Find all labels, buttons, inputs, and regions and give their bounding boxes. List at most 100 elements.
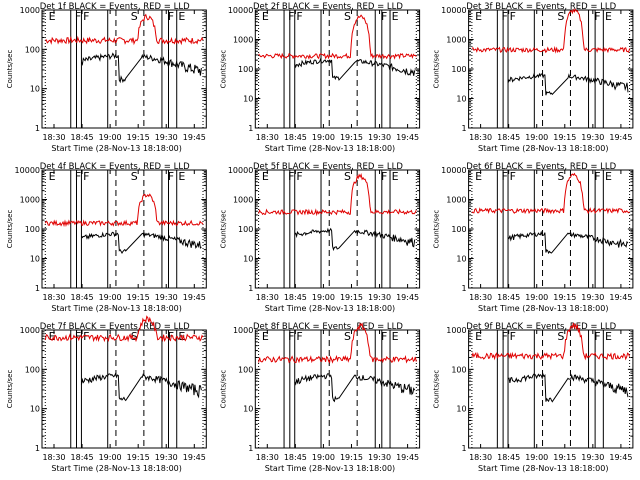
chart4-marker-S: S	[131, 170, 138, 183]
chart1-marker-E: E	[49, 10, 56, 23]
chart8-marker-F: F	[296, 330, 302, 343]
chart6-xtick-label: 19:30	[581, 293, 604, 302]
chart7-title: Det 7f BLACK = Events, RED = LLD	[40, 322, 190, 332]
chart2-ytick-label: 1	[248, 124, 253, 133]
chart4-xtick-label: 19:45	[183, 293, 206, 302]
chart7-ytick-label: 100	[25, 365, 40, 374]
chart4-xtick-label: 19:30	[155, 293, 178, 302]
chart9-xtick-label: 18:45	[497, 453, 520, 462]
chart1-ytick-label: 1000	[20, 6, 40, 15]
chart7-xtick-label: 19:15	[127, 453, 150, 462]
chart5-marker-E: E	[262, 170, 269, 183]
chart2-marker-S: S	[344, 10, 351, 23]
chart1-marker-E: E	[178, 10, 185, 23]
chart5-title: Det 5f BLACK = Events, RED = LLD	[253, 162, 403, 172]
chart8-marker-E: E	[392, 330, 399, 343]
chart7-ytick-label: 10	[30, 405, 40, 414]
chart1-frame	[41, 9, 207, 129]
chart7-marker-E: E	[49, 330, 56, 343]
chart6-frame	[468, 169, 634, 289]
chart2-xtick-label: 19:15	[340, 133, 363, 142]
chart1-title: Det 1f BLACK = Events, RED = LLD	[40, 2, 190, 12]
chart8-xtick-label: 18:45	[284, 453, 307, 462]
chart8-ylabel: Counts/sec	[219, 370, 227, 409]
chart9-series-lld	[471, 322, 631, 361]
chart7-frame	[41, 329, 207, 449]
chart9-ytick-label: 10	[456, 405, 466, 414]
chart1-ylabel: Counts/sec	[6, 50, 14, 89]
chart2-xtick-label: 18:30	[256, 133, 279, 142]
chart7-ylabel: Counts/sec	[6, 370, 14, 409]
chart6-xlabel: Start Time (28-Nov-13 18:18:00)	[478, 304, 608, 313]
chart6-xtick-label: 19:45	[609, 293, 632, 302]
chart3-xtick-label: 19:15	[553, 133, 576, 142]
chart2-ytick-label: 10000	[228, 6, 253, 15]
chart8-series-events	[294, 372, 416, 403]
chart8-marker-F: F	[381, 330, 387, 343]
chart3-ytick-label: 10	[456, 95, 466, 104]
chart9-xtick-label: 18:30	[469, 453, 492, 462]
chart6-marker-E: E	[605, 170, 612, 183]
chart6-marker-F: F	[501, 170, 507, 183]
chart3-ytick-label: 10000	[441, 6, 466, 15]
chart6-ytick-label: 10000	[441, 166, 466, 175]
chart9-xtick-label: 19:00	[525, 453, 548, 462]
chart9-ytick-label: 100	[451, 365, 466, 374]
chart9-series-events	[507, 372, 629, 403]
chart3-xtick-label: 18:30	[469, 133, 492, 142]
chart2-xtick-label: 19:30	[368, 133, 391, 142]
chart2-ytick-label: 1000	[233, 36, 253, 45]
chart4-marker-E: E	[49, 170, 56, 183]
chart4-frame	[41, 169, 207, 289]
chart9-frame	[468, 329, 634, 449]
chart1-xtick-label: 18:45	[71, 133, 94, 142]
chart2-xtick-label: 19:00	[312, 133, 335, 142]
chart6-xtick-label: 19:15	[553, 293, 576, 302]
chart3-series-lld	[471, 8, 631, 54]
chart3-frame	[468, 9, 634, 129]
chart1-marker-S: S	[131, 10, 138, 23]
chart6-series-lld	[471, 172, 630, 215]
chart1-marker-F: F	[83, 10, 89, 23]
chart5-xtick-label: 19:15	[340, 293, 363, 302]
chart4-xtick-label: 19:15	[127, 293, 150, 302]
chart2-marker-F: F	[288, 10, 294, 23]
chart7-xtick-label: 19:45	[183, 453, 206, 462]
chart5-ytick-label: 10000	[228, 166, 253, 175]
chart3-marker-S: S	[557, 10, 564, 23]
chart8-ytick-label: 100	[238, 365, 253, 374]
chart8-marker-S: S	[344, 330, 351, 343]
chart1-xlabel: Start Time (28-Nov-13 18:18:00)	[51, 144, 181, 153]
chart1-series-lld	[45, 13, 204, 46]
chart6-ytick-label: 1	[462, 284, 467, 293]
chart9-title: Det 9f BLACK = Events, RED = LLD	[466, 322, 616, 332]
chart3-xtick-label: 19:00	[525, 133, 548, 142]
chart5-ytick-label: 10	[243, 255, 253, 264]
chart7-xlabel: Start Time (28-Nov-13 18:18:00)	[51, 464, 181, 473]
chart1-marker-F: F	[75, 10, 81, 23]
chart4-ytick-label: 1	[35, 284, 40, 293]
chart9-marker-F: F	[501, 330, 507, 343]
chart6-title: Det 6f BLACK = Events, RED = LLD	[466, 162, 616, 172]
chart5-xlabel: Start Time (28-Nov-13 18:18:00)	[265, 304, 395, 313]
chart8-frame	[254, 329, 421, 449]
chart5-xtick-label: 19:30	[368, 293, 391, 302]
chart2-ylabel: Counts/sec	[219, 50, 227, 89]
chart7-xtick-label: 19:30	[155, 453, 178, 462]
chart1-ytick-label: 100	[25, 45, 40, 54]
chart6-xtick-label: 18:45	[497, 293, 520, 302]
chart9-marker-F: F	[510, 330, 516, 343]
chart5-ytick-label: 100	[238, 225, 253, 234]
chart9-xtick-label: 19:15	[553, 453, 576, 462]
chart6-xtick-label: 19:00	[525, 293, 548, 302]
chart5-xtick-label: 19:45	[396, 293, 419, 302]
chart5-xtick-label: 19:00	[312, 293, 335, 302]
chart3-xtick-label: 19:30	[581, 133, 604, 142]
chart9-marker-F: F	[594, 330, 600, 343]
chart3-marker-E: E	[605, 10, 612, 23]
chart5-ytick-label: 1000	[233, 196, 253, 205]
chart4-marker-F: F	[168, 170, 174, 183]
chart6-ytick-label: 1000	[446, 196, 466, 205]
chart4-ytick-label: 10000	[15, 166, 40, 175]
